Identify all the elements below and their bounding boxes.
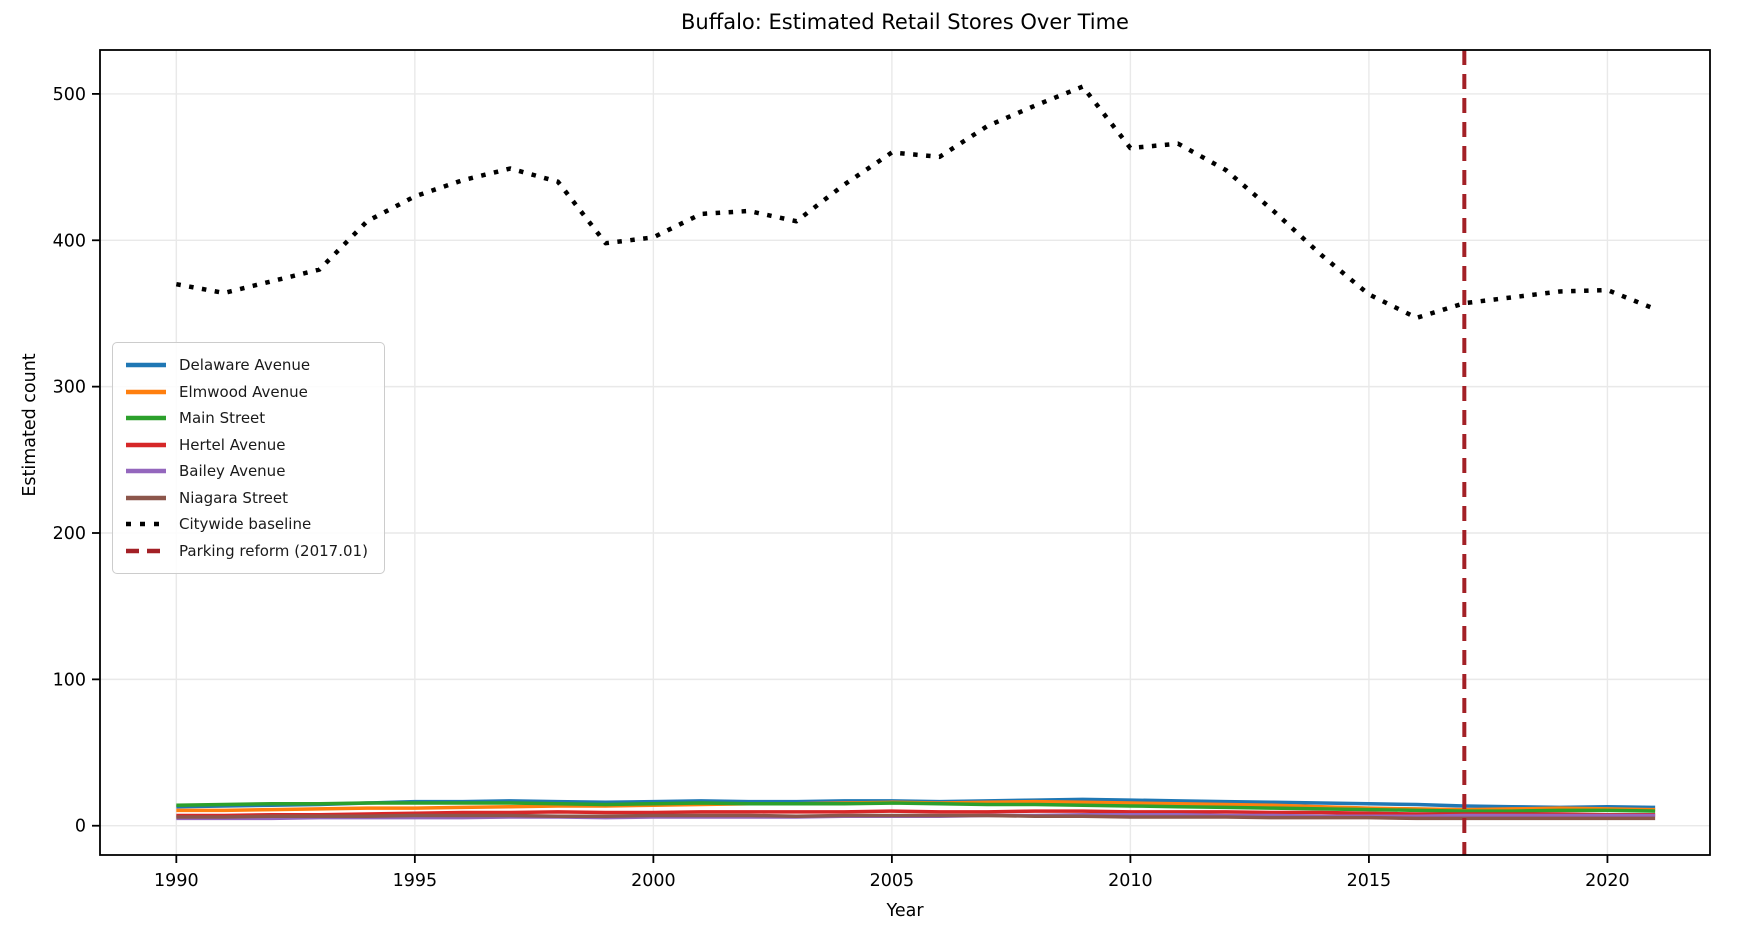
legend-label: Delaware Avenue (179, 356, 311, 375)
y-tick-label: 400 (53, 231, 86, 251)
legend-swatch (126, 522, 166, 527)
legend-item: Citywide baseline (126, 511, 368, 538)
legend-item: Delaware Avenue (126, 352, 368, 379)
legend-item: Niagara Street (126, 485, 368, 512)
y-tick-label: 300 (53, 378, 86, 398)
x-tick-label: 1990 (154, 871, 199, 891)
legend-swatch (126, 469, 166, 474)
legend-swatch (126, 389, 166, 394)
series-line-niagara-street (176, 813, 1656, 821)
legend-swatch (126, 495, 166, 500)
series-line-citywide-baseline (175, 84, 1656, 321)
y-tick-label: 0 (75, 817, 86, 837)
legend-label: Hertel Avenue (179, 435, 286, 454)
x-tick-label: 2015 (1347, 871, 1392, 891)
x-tick-label: 1995 (393, 871, 438, 891)
y-tick-label: 500 (53, 85, 86, 105)
legend-label: Bailey Avenue (179, 462, 286, 481)
x-axis-label: Year (886, 901, 924, 921)
legend-swatch (126, 548, 166, 553)
y-tick-label: 200 (53, 524, 86, 544)
x-tick-label: 2020 (1585, 871, 1630, 891)
legend: Delaware Avenue Elmwood Avenue Main Street… (112, 342, 385, 574)
legend-item: Parking reform (2017.01) (126, 538, 368, 565)
x-tick-label: 2000 (631, 871, 676, 891)
plot-spines (99, 49, 1711, 856)
legend-item: Main Street (126, 405, 368, 432)
legend-swatch (126, 363, 166, 368)
x-tick-label: 2010 (1108, 871, 1153, 891)
legend-label: Elmwood Avenue (179, 382, 308, 401)
legend-label: Citywide baseline (179, 515, 312, 534)
x-tick-label: 2005 (870, 871, 915, 891)
legend-label: Parking reform (2017.01) (179, 541, 368, 560)
legend-item: Bailey Avenue (126, 458, 368, 485)
chart-title: Buffalo: Estimated Retail Stores Over Ti… (681, 10, 1129, 34)
legend-label: Main Street (179, 409, 266, 428)
series-line-main-street (176, 801, 1656, 813)
legend-swatch (126, 442, 166, 447)
legend-item: Elmwood Avenue (126, 379, 368, 406)
y-tick-label: 100 (53, 670, 86, 690)
series-line-hertel-avenue (176, 809, 1656, 818)
legend-swatch (126, 416, 166, 421)
legend-item: Hertel Avenue (126, 432, 368, 459)
legend-label: Niagara Street (179, 488, 288, 507)
